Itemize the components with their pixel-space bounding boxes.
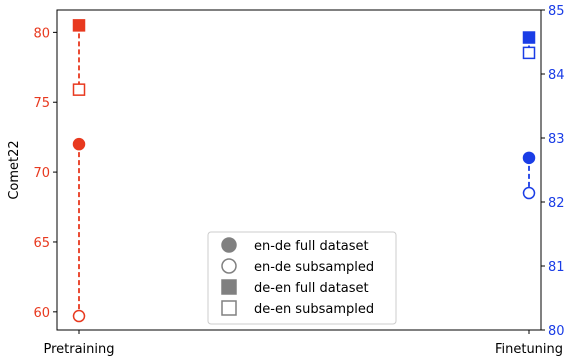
legend-marker-filled-square: [221, 279, 237, 295]
legend-marker-open-circle: [221, 258, 237, 274]
legend-item: de-en subsampled: [221, 300, 374, 317]
right-y-tick-label: 83: [548, 132, 565, 147]
left-y-tick-label: 70: [33, 166, 50, 181]
right-y-tick-label: 80: [548, 324, 565, 339]
legend-item: en-de full dataset: [221, 237, 369, 254]
x-tick-label-finetuning: Finetuning: [495, 342, 563, 357]
right-y-tick-label: 84: [548, 68, 565, 83]
data-markers: [72, 19, 536, 323]
left-y-tick-label: 75: [33, 96, 50, 111]
right-y-tick-label: 81: [548, 260, 565, 275]
plot-frame: [56, 9, 542, 331]
y-axis-label-left: Comet22: [7, 140, 22, 199]
legend-marker-open-square: [221, 300, 237, 316]
legend-label: de-en subsampled: [254, 302, 374, 317]
data-point-filled-square-pretraining: [72, 19, 86, 32]
data-point-filled-circle-pretraining: [72, 137, 86, 151]
legend-label: en-de full dataset: [254, 239, 369, 254]
data-point-open-circle-finetuning: [522, 186, 536, 200]
left-y-axis: 60 65 70 75 80: [33, 26, 57, 321]
left-y-tick-label: 65: [33, 236, 50, 251]
left-y-tick-label: 80: [33, 26, 50, 41]
legend-label: en-de subsampled: [254, 260, 374, 275]
right-y-tick-label: 85: [548, 4, 565, 19]
left-y-tick-label: 60: [33, 306, 50, 321]
legend-label: de-en full dataset: [254, 281, 369, 296]
data-point-open-square-pretraining: [72, 83, 86, 96]
data-point-open-circle-pretraining: [72, 309, 86, 323]
data-point-filled-circle-finetuning: [522, 151, 536, 165]
legend-marker-filled-circle: [221, 237, 237, 253]
legend-item: de-en full dataset: [221, 279, 369, 296]
data-point-filled-square-finetuning: [522, 31, 536, 44]
x-axis: Pretraining Finetuning: [43, 330, 563, 357]
x-tick-label-pretraining: Pretraining: [43, 342, 114, 357]
legend: en-de full dataset en-de subsampled de-en …: [207, 231, 397, 325]
data-point-open-square-finetuning: [522, 46, 536, 60]
legend-box: [207, 231, 397, 325]
legend-item: en-de subsampled: [221, 258, 374, 275]
right-y-tick-label: 82: [548, 196, 565, 211]
right-y-axis: 80 81 82 83 84 85: [541, 4, 565, 339]
